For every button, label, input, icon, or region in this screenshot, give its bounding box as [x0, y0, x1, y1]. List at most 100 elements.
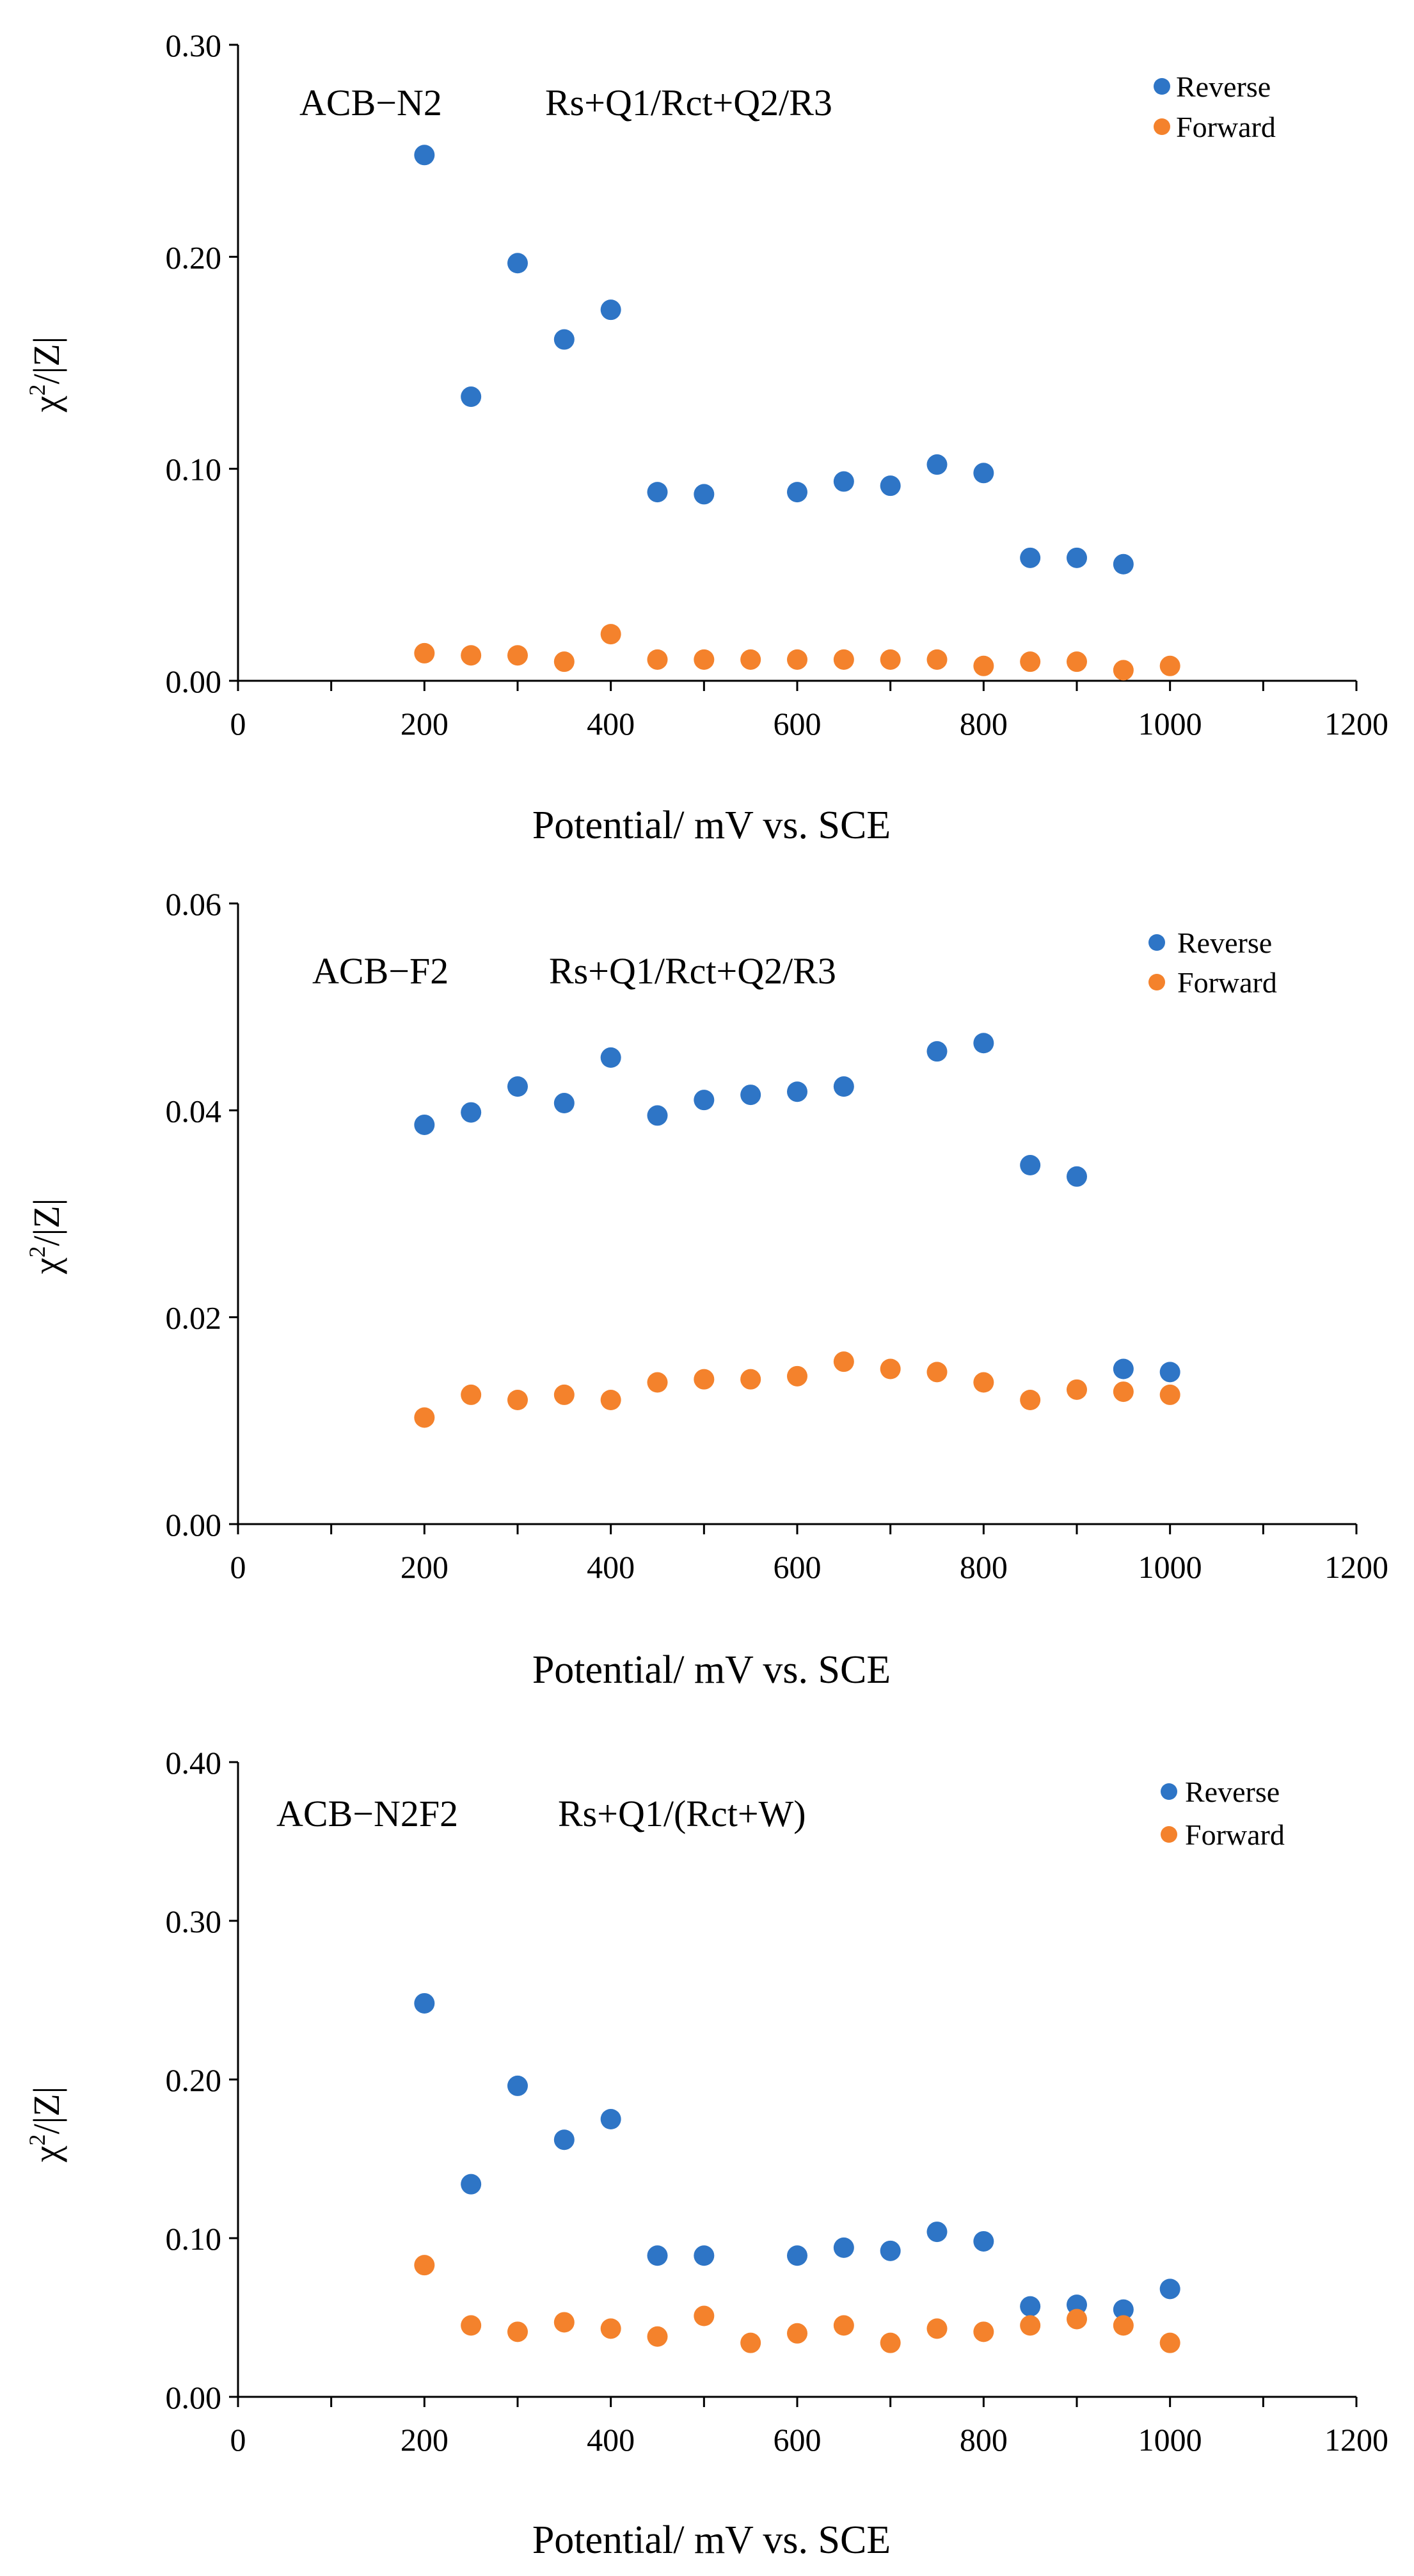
data-point-forward [1020, 1390, 1041, 1410]
data-point-reverse [461, 386, 482, 408]
y-tick-label: 0.06 [166, 886, 222, 922]
x-tick-label: 1000 [1138, 706, 1202, 742]
legend-label-reverse: Reverse [1177, 926, 1272, 959]
y-axis-label-sup: 2 [24, 385, 50, 396]
data-point-forward [880, 649, 901, 670]
chart-panel-acb-n2f2: χ2/|Z| 0.00 0.10 0.20 0.30 0.40 0 200 400 600 800… [0, 1717, 1414, 2576]
x-tick-label: 1200 [1324, 706, 1388, 742]
data-point-forward [461, 2315, 482, 2336]
y-axis-label-sup: 2 [24, 2135, 50, 2146]
y-axis-label: χ2/|Z| [24, 2087, 67, 2163]
data-point-forward [833, 2315, 854, 2336]
data-point-forward [694, 2305, 715, 2326]
data-point-forward [833, 1351, 854, 1372]
x-tick-label: 200 [401, 1549, 449, 1585]
x-tick-label: 1000 [1138, 1549, 1202, 1585]
x-axis-label: Potential/ mV vs. SCE [532, 2518, 891, 2562]
x-tick-label: 0 [230, 2422, 246, 2458]
legend-marker-reverse [1154, 78, 1170, 95]
legend: Reverse Forward [1154, 70, 1276, 143]
chart-title: ACB−N2 [299, 82, 442, 123]
x-tick-label: 400 [587, 2422, 635, 2458]
y-tick-label: 0.30 [166, 1904, 222, 1939]
model-label: Rs+Q1/Rct+Q2/R3 [549, 950, 836, 992]
y-axis-label-rest: /|Z| [26, 2087, 67, 2135]
data-point-forward [1067, 2309, 1087, 2330]
data-point-reverse [507, 2075, 528, 2096]
y-axis-label-main: χ [26, 1257, 67, 1275]
data-point-reverse [507, 253, 528, 274]
data-point-forward [1020, 2315, 1041, 2336]
x-tick-label: 0 [230, 706, 246, 742]
data-point-forward [1067, 1379, 1087, 1400]
data-point-reverse [1159, 1362, 1180, 1383]
x-axis-label: Potential/ mV vs. SCE [532, 804, 891, 847]
data-point-forward [926, 1362, 948, 1383]
data-point-forward [647, 649, 668, 670]
data-point-reverse [787, 482, 807, 503]
y-tick-label: 0.10 [166, 2221, 222, 2257]
legend-marker-reverse [1148, 934, 1165, 951]
data-point-reverse [1113, 1358, 1134, 1379]
y-axis-label-sup: 2 [24, 1246, 50, 1258]
data-point-forward [787, 2323, 807, 2344]
data-point-forward [461, 645, 482, 666]
data-point-forward [787, 649, 807, 670]
data-point-reverse [833, 471, 854, 492]
plot-area: 0.00 0.10 0.20 0.30 0 200 400 600 800 1000 1200 [166, 28, 1389, 742]
model-label: Rs+Q1/(Rct+W) [558, 1793, 806, 1834]
data-point-forward [600, 1390, 621, 1410]
data-point-reverse [647, 1105, 668, 1126]
data-point-reverse [600, 2109, 621, 2129]
plot-area: 0.00 0.10 0.20 0.30 0.40 0 200 400 600 800 1000 120… [166, 1745, 1389, 2458]
data-point-forward [694, 649, 715, 670]
data-point-reverse [694, 484, 715, 505]
y-tick-label: 0.10 [166, 452, 222, 488]
data-point-forward [694, 1369, 715, 1390]
data-point-forward [1159, 655, 1180, 676]
data-point-forward [553, 651, 575, 672]
x-tick-label: 200 [401, 706, 449, 742]
data-point-reverse [1159, 2278, 1180, 2300]
data-point-forward [740, 649, 761, 670]
x-tick-label: 0 [230, 1549, 246, 1585]
data-point-forward [787, 1365, 807, 1387]
data-point-reverse [787, 1081, 807, 1102]
data-point-forward [647, 2326, 668, 2347]
data-point-forward [1020, 651, 1041, 672]
data-point-forward [926, 2318, 948, 2339]
data-point-reverse [740, 1085, 761, 1106]
legend-marker-forward [1161, 1826, 1177, 1843]
legend-label-reverse: Reverse [1176, 70, 1271, 103]
x-tick-label: 600 [774, 1549, 822, 1585]
data-point-reverse [1113, 2299, 1134, 2320]
x-tick-label: 800 [960, 1549, 1008, 1585]
data-point-forward [1113, 1381, 1134, 1403]
y-axis-label: χ2/|Z| [24, 337, 67, 413]
data-point-forward [507, 1390, 528, 1410]
data-point-reverse [926, 2222, 948, 2243]
y-axis-label-rest: /|Z| [26, 1198, 67, 1246]
model-label: Rs+Q1/Rct+Q2/R3 [545, 82, 832, 123]
svg-text:χ2/|Z|: χ2/|Z| [24, 2087, 67, 2163]
data-point-reverse [787, 2245, 807, 2266]
chart-title: ACB−N2F2 [276, 1793, 458, 1834]
data-point-forward [740, 2332, 761, 2353]
data-point-reverse [414, 145, 435, 166]
y-tick-label: 0.00 [166, 1507, 222, 1543]
data-point-reverse [880, 2240, 901, 2261]
data-point-forward [973, 1372, 994, 1393]
data-point-reverse [600, 1047, 621, 1068]
data-point-reverse [461, 1102, 482, 1123]
data-point-forward [740, 1369, 761, 1390]
data-point-reverse [973, 1033, 994, 1054]
data-point-reverse [553, 329, 575, 350]
legend: Reverse Forward [1148, 926, 1277, 999]
data-point-reverse [1020, 1155, 1041, 1176]
data-point-reverse [647, 482, 668, 503]
legend-label-forward: Forward [1176, 111, 1276, 143]
x-tick-label: 1200 [1324, 2422, 1388, 2458]
data-point-reverse [1113, 553, 1134, 575]
x-axis-label: Potential/ mV vs. SCE [532, 1648, 891, 1692]
data-point-forward [1113, 660, 1134, 681]
